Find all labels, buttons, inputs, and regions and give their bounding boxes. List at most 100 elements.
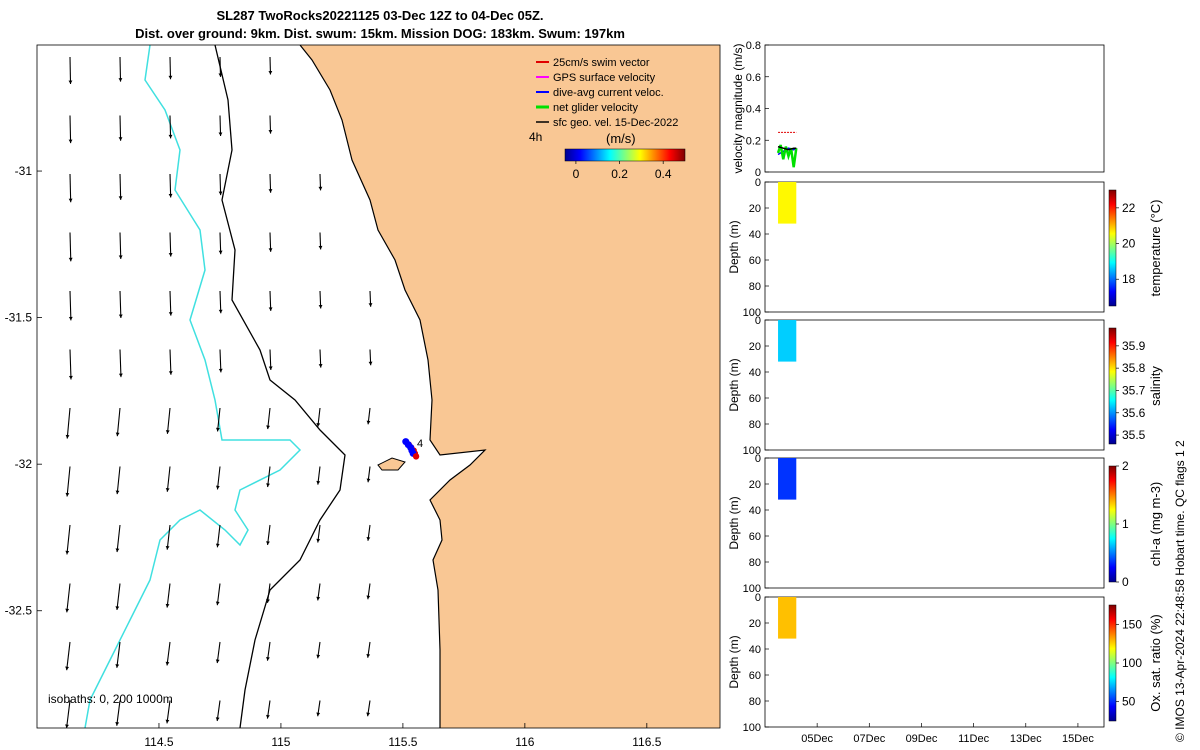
salinity-colorbar-tick-label: 35.8 — [1122, 361, 1146, 375]
chl-a-y-label: Depth (m) — [727, 496, 741, 549]
current-vector-shaft — [66, 641, 71, 671]
salinity-y-tick-label: 20 — [749, 341, 761, 353]
current-vector-shaft — [69, 349, 72, 380]
current-vector-arrow — [368, 349, 373, 366]
current-vector-arrow — [165, 583, 171, 608]
current-vector-head — [316, 423, 321, 427]
chl-a-colorbar-tick-label: 1 — [1122, 517, 1129, 531]
time-x-tick-label: 15Dec — [1062, 733, 1094, 745]
current-vector-arrow — [168, 232, 173, 257]
current-vector-head — [215, 601, 220, 606]
current-vector-arrow — [68, 232, 73, 262]
current-vector-arrow — [118, 232, 123, 259]
current-vector-shaft — [119, 232, 122, 259]
current-vector-arrow — [165, 466, 171, 492]
temperature-panel: 0 20 40 60 80 100 Depth (m) 18 20 22 temperature (… — [727, 177, 1163, 319]
oxygen-colorbar-tick-label: 50 — [1122, 695, 1136, 709]
current-vector-head — [366, 712, 371, 717]
current-vector-head — [268, 307, 273, 311]
current-vector-head — [65, 666, 70, 671]
current-vector-shaft — [119, 56, 122, 82]
chl-a-frame — [764, 457, 1105, 589]
temperature-y-tick-label: 100 — [743, 307, 761, 319]
current-vector-arrow — [268, 56, 273, 75]
current-vector-head — [215, 717, 220, 722]
chl-a-colorbar-tick-label: 0 — [1122, 575, 1129, 589]
chl-a-colorbar — [1108, 465, 1117, 583]
current-vector-head — [168, 193, 173, 198]
current-vector-head — [118, 255, 123, 259]
current-vector-arrow — [168, 115, 173, 139]
chl-a-panel: 0 20 40 60 80 100 Depth (m) 0 1 2 chl-a (mg m-3) — [727, 453, 1163, 595]
chl-a-colorbar-tick-label: 2 — [1122, 459, 1129, 473]
current-vector-head — [368, 303, 373, 307]
velocity-frame — [764, 44, 1105, 173]
current-vector-head — [218, 73, 223, 77]
current-vector-head — [318, 364, 323, 368]
speed-colorbar-ticks: 0 0.2 0.4 — [573, 161, 672, 181]
temperature-colorbar-tick-label: 22 — [1122, 201, 1136, 215]
current-vector-shaft — [169, 290, 172, 316]
current-vector-arrow — [316, 583, 321, 601]
time-x-tick-label: 07Dec — [853, 733, 885, 745]
current-vector-arrow — [366, 524, 371, 541]
current-vector-shaft — [66, 524, 71, 555]
current-vector-head — [118, 78, 123, 82]
velocity-y-label: velocity magnitude (m/s) — [731, 43, 745, 173]
current-vector-arrow — [318, 232, 323, 250]
current-vector-shaft — [116, 524, 121, 553]
map-legend: 25cm/s swim vector GPS surface velocity … — [529, 57, 686, 181]
time-x-tick-label: 13Dec — [1010, 733, 1042, 745]
current-vector-head — [165, 661, 170, 666]
current-vector-arrow — [115, 583, 121, 611]
current-vector-arrow — [168, 173, 173, 198]
current-vector-shaft — [66, 407, 71, 439]
current-vector-arrow — [266, 466, 271, 488]
figure-title-line1: SL287 TwoRocks20221125 03-Dec 12Z to 04-… — [216, 8, 544, 23]
current-vector-head — [118, 137, 123, 141]
current-vector-shaft — [119, 349, 122, 378]
legend-swim-vector: 25cm/s swim vector — [536, 57, 650, 69]
current-vector-head — [318, 304, 323, 309]
salinity-y-label: Depth (m) — [727, 358, 741, 411]
current-vector-head — [168, 312, 173, 316]
current-vector-shaft — [169, 56, 172, 80]
velocity-y-tick-label: 0.8 — [746, 40, 761, 52]
current-vector-arrow — [218, 349, 223, 373]
oxygen-y-tick-label: 40 — [749, 644, 761, 656]
current-vector-head — [316, 480, 321, 485]
speed-colorbar-tick-label: 0.2 — [611, 167, 628, 181]
current-vector-shaft — [69, 173, 72, 203]
current-vector-head — [165, 719, 170, 724]
current-vector-arrow — [215, 466, 221, 490]
chl-a-y-tick-label: 0 — [755, 453, 761, 465]
current-vector-head — [318, 245, 323, 250]
salinity-profile-data — [778, 320, 797, 362]
current-vector-arrow — [316, 700, 321, 717]
temperature-frame — [764, 181, 1105, 313]
chl-a-y-tick-label: 100 — [743, 583, 761, 595]
current-vector-arrow — [115, 524, 121, 553]
current-vector-arrow — [65, 524, 71, 555]
legend-sfc-geo-vel: sfc geo. vel. 15-Dec-2022 — [536, 117, 678, 129]
current-vectors — [65, 56, 373, 728]
oxygen-y-tick-label: 80 — [749, 696, 761, 708]
current-vector-shaft — [169, 115, 172, 139]
current-vector-head — [65, 724, 69, 728]
current-vector-head — [366, 420, 371, 425]
salinity-y-tick-label: 40 — [749, 367, 761, 379]
map-x-tick-label: 115 — [271, 735, 290, 749]
current-vector-shaft — [166, 524, 171, 550]
current-vector-head — [65, 550, 70, 555]
current-vector-shaft — [216, 524, 221, 548]
current-vector-arrow — [266, 524, 271, 545]
current-vector-head — [366, 537, 371, 541]
legend-net-glider-velocity: net glider velocity — [536, 102, 638, 114]
salinity-y-tick-label: 100 — [743, 445, 761, 457]
current-vector-head — [165, 545, 170, 550]
current-vector-head — [268, 248, 273, 252]
current-vector-arrow — [316, 641, 321, 659]
current-vector-head — [215, 543, 220, 548]
chl-a-y-tick-label: 20 — [749, 479, 761, 491]
